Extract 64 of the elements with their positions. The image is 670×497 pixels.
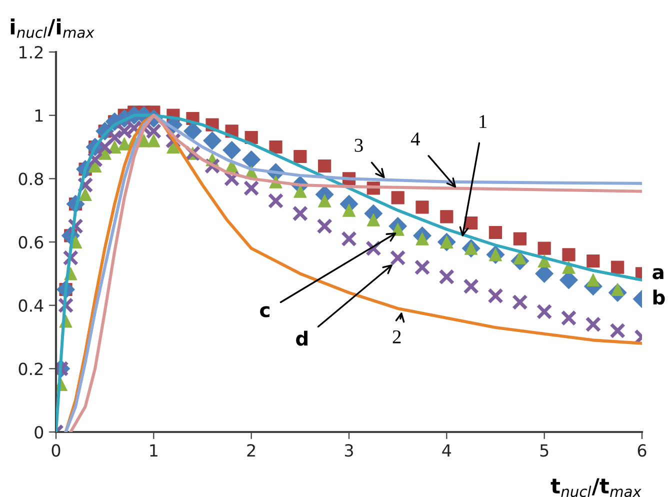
point bbox=[611, 260, 624, 274]
y-tick-label: 0.2 bbox=[18, 362, 43, 376]
x-tick-label: 0 bbox=[52, 444, 60, 457]
y-tick-label: 1 bbox=[35, 110, 43, 122]
annotation: b bbox=[653, 290, 665, 305]
annotation: a bbox=[652, 268, 664, 280]
point bbox=[222, 141, 241, 160]
point bbox=[440, 210, 454, 224]
x-tick-label: 6 bbox=[638, 444, 646, 457]
point bbox=[562, 248, 576, 262]
x-tick-label: 5 bbox=[540, 444, 548, 457]
x-tick-label: 4 bbox=[442, 444, 452, 456]
point bbox=[118, 137, 131, 150]
y-tick-label: 0.6 bbox=[18, 236, 44, 249]
point bbox=[585, 316, 602, 332]
x-axis-title: t$_{nucl}$/t$_{max}$ bbox=[550, 478, 642, 497]
y-tick-label: 0.8 bbox=[18, 172, 44, 186]
point bbox=[391, 191, 404, 204]
point bbox=[243, 180, 260, 196]
annotation: 2 bbox=[392, 330, 401, 344]
y-axis-title: i$_{nucl}$/i$_{max}$ bbox=[10, 18, 94, 38]
annotation: 1 bbox=[480, 115, 486, 128]
point bbox=[147, 134, 160, 148]
point bbox=[106, 130, 123, 146]
point bbox=[268, 192, 284, 209]
x-tick-label: 2 bbox=[247, 444, 255, 456]
annotation: 3 bbox=[354, 138, 363, 152]
point bbox=[586, 254, 600, 268]
point bbox=[538, 242, 551, 255]
point bbox=[341, 230, 357, 247]
point bbox=[184, 122, 202, 140]
point bbox=[316, 218, 333, 234]
point bbox=[294, 184, 307, 198]
annotation: d bbox=[296, 330, 308, 346]
y-tick-label: 0.4 bbox=[18, 299, 44, 312]
point bbox=[269, 140, 282, 154]
point bbox=[366, 213, 380, 226]
point bbox=[416, 200, 429, 214]
point bbox=[463, 278, 480, 294]
point bbox=[294, 150, 307, 164]
point bbox=[342, 204, 356, 217]
point bbox=[610, 322, 626, 339]
point bbox=[318, 194, 332, 208]
point bbox=[512, 294, 528, 310]
point bbox=[560, 310, 577, 326]
point bbox=[536, 304, 552, 320]
point bbox=[203, 132, 222, 150]
y-tick-label: 1.2 bbox=[20, 46, 43, 58]
point bbox=[78, 188, 92, 202]
point bbox=[318, 159, 332, 173]
annotation: 4 bbox=[410, 132, 420, 146]
point bbox=[390, 250, 406, 266]
point bbox=[438, 268, 455, 285]
point bbox=[586, 273, 600, 287]
point bbox=[292, 206, 308, 222]
point bbox=[513, 232, 526, 246]
point bbox=[414, 259, 430, 276]
y-tick-label: 0 bbox=[34, 426, 44, 439]
point bbox=[488, 288, 504, 304]
point bbox=[242, 150, 260, 169]
x-tick-label: 3 bbox=[344, 444, 353, 457]
x-tick-label: 1 bbox=[150, 444, 158, 456]
annotation: c bbox=[260, 306, 270, 318]
point bbox=[488, 226, 502, 240]
